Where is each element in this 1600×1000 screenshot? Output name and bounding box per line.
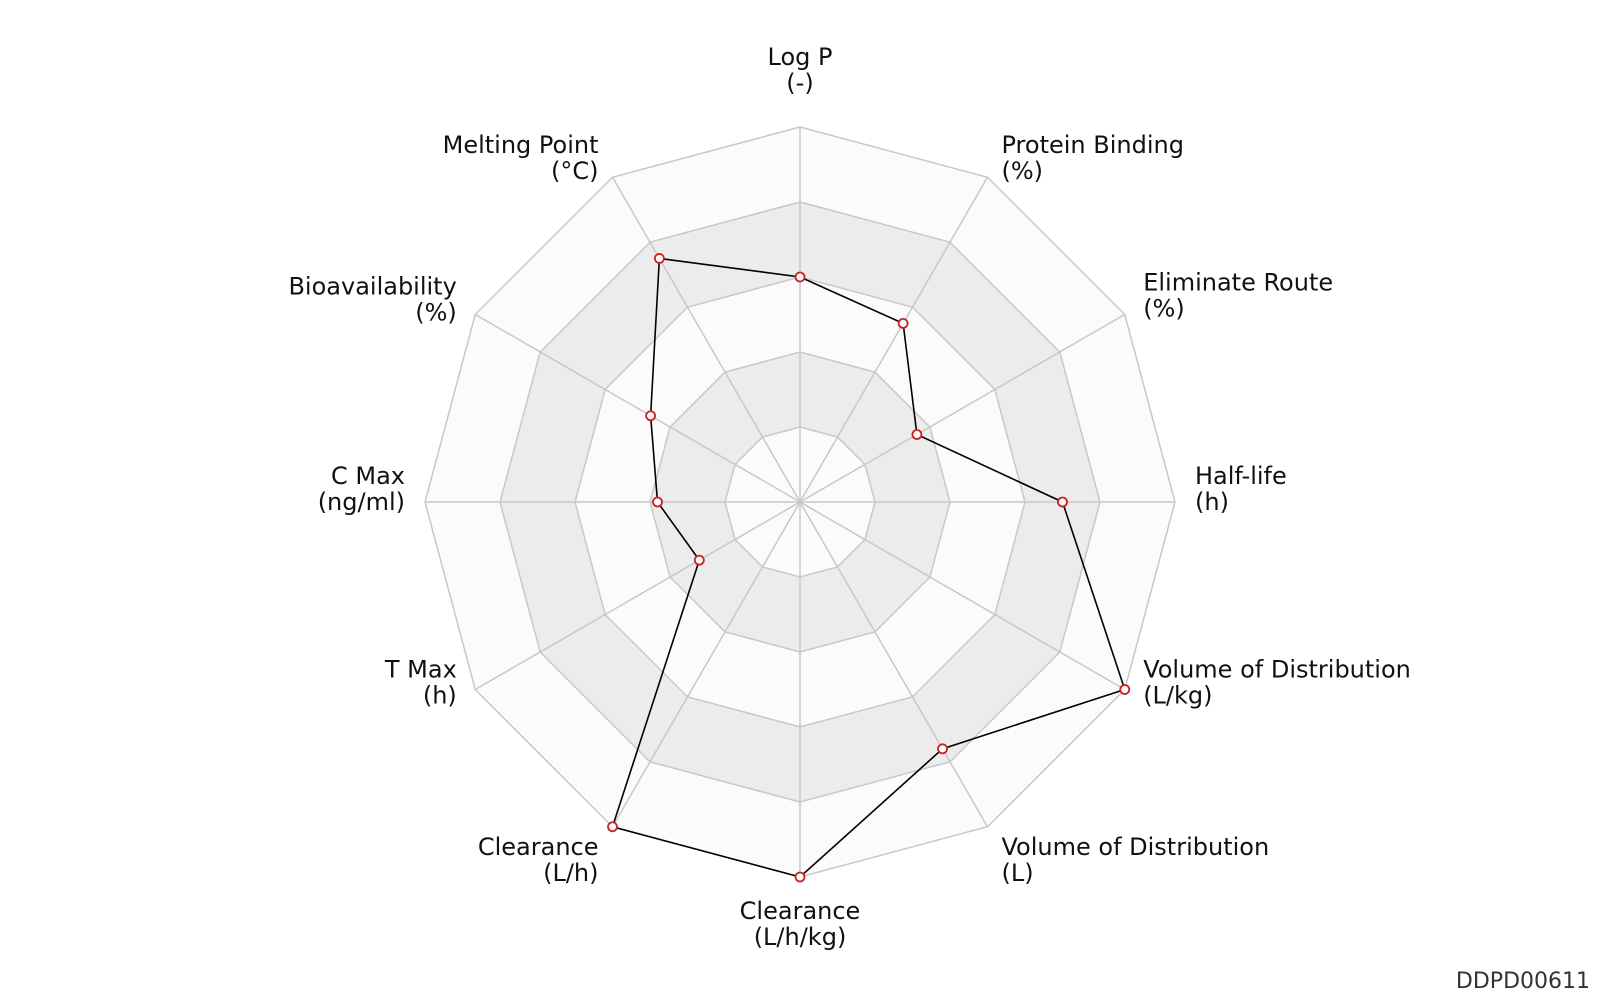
data-point-8 (693, 554, 705, 566)
axis-unit-2: (%) (1143, 295, 1185, 323)
grid-spoke-8 (474, 501, 801, 691)
grid-spoke-11 (611, 176, 801, 503)
axis-labels: Log P(-)Protein Binding(%)Eliminate Rout… (288, 43, 1410, 951)
axis-label-0: Log P (768, 43, 833, 71)
axis-label-6: Clearance (740, 897, 861, 925)
data-point-6 (794, 871, 806, 883)
data-point-3 (1057, 496, 1068, 508)
grid-spokes (425, 127, 1175, 877)
data-point-2 (911, 429, 923, 440)
axis-unit-1: (%) (1002, 157, 1044, 185)
axis-unit-10: (%) (415, 299, 457, 327)
grid-spoke-1 (799, 176, 989, 503)
grid-spoke-7 (611, 501, 801, 828)
axis-label-3: Half-life (1195, 462, 1287, 490)
grid-spoke-4 (799, 501, 1126, 691)
axis-label-11: Melting Point (443, 131, 599, 159)
axis-label-1: Protein Binding (1002, 131, 1184, 159)
grid-spoke-10 (474, 313, 801, 503)
figure-id: DDPD00611 (1455, 969, 1590, 994)
data-point-5 (937, 743, 948, 755)
data-point-9 (652, 496, 663, 508)
grid-spoke-5 (799, 501, 989, 828)
data-point-11 (653, 253, 665, 264)
axis-unit-11: (°C) (551, 157, 598, 185)
data-point-1 (897, 317, 909, 329)
axis-unit-8: (h) (423, 682, 457, 710)
data-point-4 (1119, 684, 1131, 695)
data-point-7 (607, 821, 618, 833)
axis-unit-9: (ng/ml) (318, 488, 405, 516)
axis-label-7: Clearance (478, 833, 599, 861)
axis-unit-7: (L/h) (543, 859, 598, 887)
axis-label-8: T Max (384, 656, 457, 684)
axis-unit-0: (-) (786, 69, 813, 97)
data-point-10 (645, 410, 657, 422)
axis-label-5: Volume of Distribution (1002, 833, 1270, 861)
grid-spoke-2 (799, 313, 1126, 503)
axis-label-2: Eliminate Route (1143, 269, 1333, 297)
data-point-0 (794, 271, 806, 283)
axis-label-9: C Max (331, 462, 405, 490)
axis-unit-5: (L) (1002, 859, 1034, 887)
axis-label-10: Bioavailability (288, 273, 456, 301)
data-series (607, 253, 1131, 883)
axis-label-4: Volume of Distribution (1143, 656, 1411, 684)
axis-unit-3: (h) (1195, 488, 1229, 516)
axis-unit-6: (L/h/kg) (754, 923, 847, 951)
axis-unit-4: (L/kg) (1143, 682, 1212, 710)
